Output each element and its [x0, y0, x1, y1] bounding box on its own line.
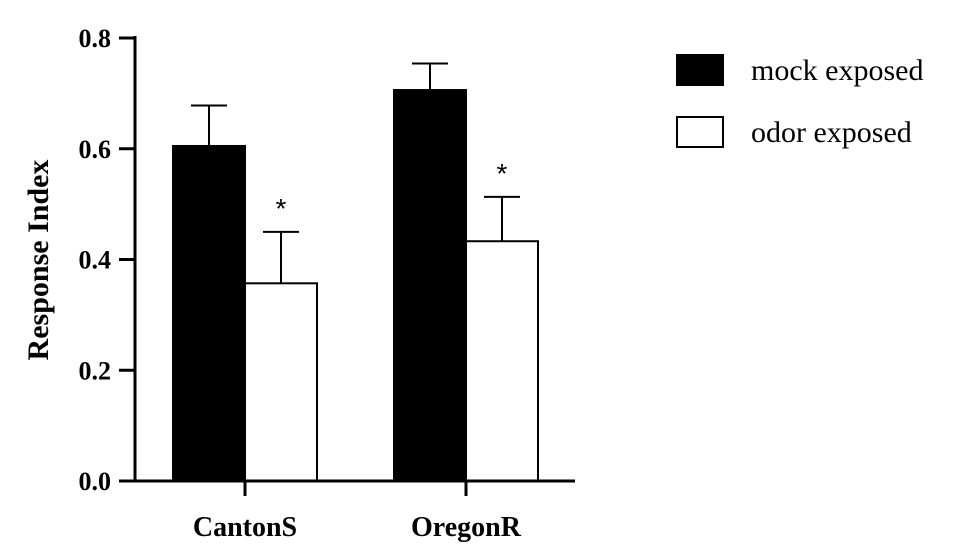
y-tick-label: 0.2 — [79, 356, 112, 385]
x-tick-label-oregonr: OregonR — [411, 512, 522, 543]
y-tick-label: 0.8 — [79, 24, 112, 53]
x-ticks-layer: CantonS OregonR — [193, 481, 522, 543]
legend-swatch-series-2 — [676, 116, 724, 148]
x-tick-label-cantons: CantonS — [193, 512, 297, 543]
y-axis-title: Response Index — [22, 160, 55, 361]
y-tick-label: 0.6 — [79, 135, 112, 164]
bar-cantons-series-2 — [244, 282, 318, 482]
legend-label-series-2: odor exposed — [751, 116, 912, 149]
error-bars-layer: ** — [191, 62, 520, 284]
legend-label-series-1: mock exposed — [751, 54, 923, 87]
legend-swatch-series-1 — [676, 54, 724, 86]
y-ticks-layer: 0.0 0.2 0.4 0.6 0.8 — [79, 24, 135, 496]
bar-oregonr-series-1 — [393, 89, 467, 483]
y-tick-label: 0.4 — [79, 246, 112, 275]
legend: mock exposed odor exposed — [676, 54, 923, 149]
bar-cantons-series-1 — [172, 144, 246, 482]
significance-mark-cantons: * — [276, 193, 287, 224]
bars-layer — [172, 89, 539, 483]
y-tick-label: 0.0 — [79, 467, 112, 496]
significance-mark-oregonr: * — [497, 158, 508, 189]
bar-oregonr-series-2 — [465, 240, 539, 482]
